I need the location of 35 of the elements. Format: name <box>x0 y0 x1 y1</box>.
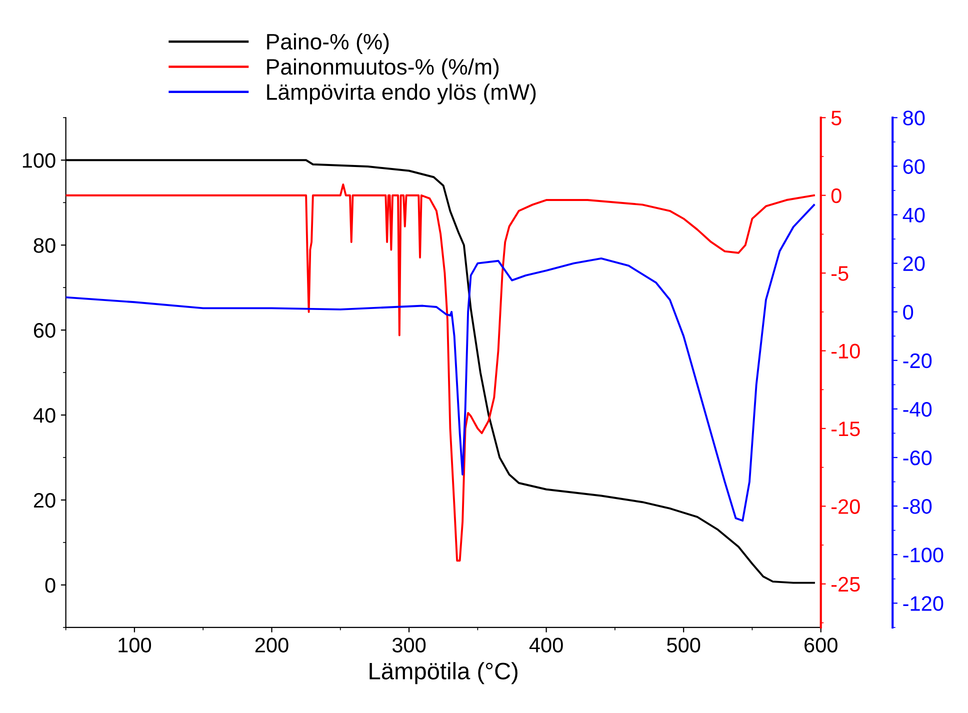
y2-tick-label: -10 <box>832 344 860 359</box>
y2-tick-label: 5 <box>831 110 842 126</box>
y2-tick-label: -5 <box>832 266 848 281</box>
y-tick-label: 0 <box>45 578 56 593</box>
y3-tick-label: 40 <box>902 208 925 223</box>
y-tick-label: 40 <box>33 408 56 423</box>
legend-label: Lämpövirta endo ylös (mW) <box>267 84 536 104</box>
x-tick-label: 400 <box>529 638 563 652</box>
y3-tick-label: -120 <box>903 596 944 611</box>
y2-tick-label: -25 <box>832 576 860 592</box>
legend-label: Paino-% (%) <box>267 33 389 54</box>
line-series <box>66 204 815 522</box>
x-tick-label: 600 <box>804 638 838 652</box>
x-tick-label: 300 <box>392 638 426 652</box>
y3-tick-label: -80 <box>903 499 932 514</box>
y-tick-label: 20 <box>34 492 56 508</box>
y-tick-label: 80 <box>34 238 56 253</box>
y3-tick-label: -100 <box>903 548 944 562</box>
x-tick-label: 500 <box>667 638 700 652</box>
y3-tick-label: -20 <box>903 353 932 368</box>
y3-tick-label: 80 <box>903 110 925 126</box>
x-tick-label: 200 <box>255 638 288 652</box>
y3-tick-label: -60 <box>903 450 932 466</box>
y-tick-label: 60 <box>34 323 56 338</box>
y3-tick-label: -40 <box>903 402 932 417</box>
x-axis-title: Lämpötila (°C) <box>370 662 518 684</box>
y2-tick-label: -15 <box>832 422 860 436</box>
legend-label: Painonmuutos-% (%/m) <box>267 58 499 80</box>
x-tick-label: 100 <box>118 638 152 652</box>
y2-tick-label: -20 <box>832 499 860 514</box>
y2-tick-label: 0 <box>831 188 842 204</box>
y-tick-label: 100 <box>22 153 56 168</box>
y3-tick-label: 0 <box>903 304 914 320</box>
y3-tick-label: 20 <box>903 256 925 272</box>
y3-tick-label: 60 <box>903 159 925 174</box>
